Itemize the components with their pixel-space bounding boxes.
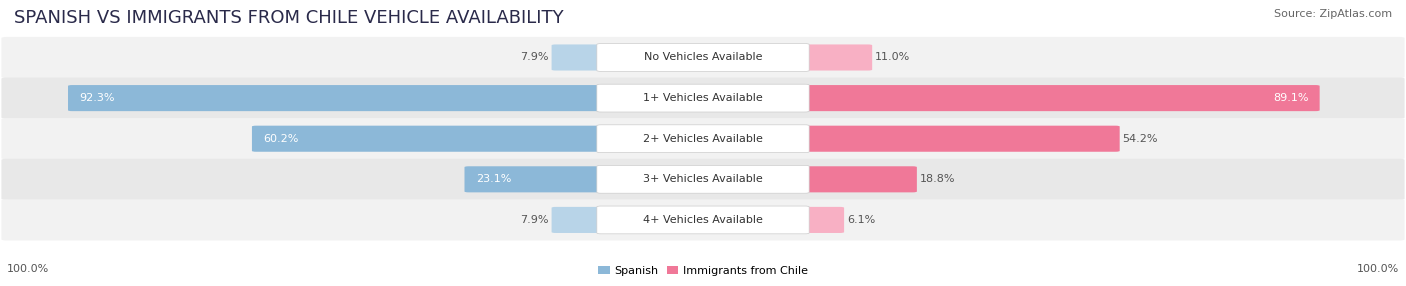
Text: 100.0%: 100.0% (1357, 264, 1399, 274)
Text: 60.2%: 60.2% (263, 134, 298, 144)
Text: 6.1%: 6.1% (846, 215, 875, 225)
FancyBboxPatch shape (1, 159, 1405, 200)
Text: 2+ Vehicles Available: 2+ Vehicles Available (643, 134, 763, 144)
Text: 11.0%: 11.0% (875, 53, 910, 62)
Text: 18.8%: 18.8% (920, 174, 955, 184)
FancyBboxPatch shape (67, 85, 606, 111)
Text: 3+ Vehicles Available: 3+ Vehicles Available (643, 174, 763, 184)
FancyBboxPatch shape (464, 166, 606, 192)
FancyBboxPatch shape (801, 44, 872, 71)
Text: Source: ZipAtlas.com: Source: ZipAtlas.com (1274, 9, 1392, 19)
Text: 23.1%: 23.1% (475, 174, 512, 184)
Text: 100.0%: 100.0% (7, 264, 49, 274)
Legend: Spanish, Immigrants from Chile: Spanish, Immigrants from Chile (593, 261, 813, 281)
Text: SPANISH VS IMMIGRANTS FROM CHILE VEHICLE AVAILABILITY: SPANISH VS IMMIGRANTS FROM CHILE VEHICLE… (14, 9, 564, 27)
FancyBboxPatch shape (596, 206, 810, 234)
Text: 54.2%: 54.2% (1122, 134, 1159, 144)
Text: 92.3%: 92.3% (79, 93, 115, 103)
FancyBboxPatch shape (1, 118, 1405, 159)
Text: 7.9%: 7.9% (520, 215, 548, 225)
FancyBboxPatch shape (596, 84, 810, 112)
FancyBboxPatch shape (801, 166, 917, 192)
FancyBboxPatch shape (252, 126, 606, 152)
FancyBboxPatch shape (596, 165, 810, 193)
FancyBboxPatch shape (596, 125, 810, 153)
Text: 4+ Vehicles Available: 4+ Vehicles Available (643, 215, 763, 225)
FancyBboxPatch shape (551, 207, 606, 233)
FancyBboxPatch shape (1, 199, 1405, 241)
FancyBboxPatch shape (596, 43, 810, 72)
FancyBboxPatch shape (801, 126, 1119, 152)
FancyBboxPatch shape (551, 44, 606, 71)
Text: No Vehicles Available: No Vehicles Available (644, 53, 762, 62)
Text: 89.1%: 89.1% (1272, 93, 1309, 103)
FancyBboxPatch shape (1, 37, 1405, 78)
FancyBboxPatch shape (801, 207, 844, 233)
FancyBboxPatch shape (801, 85, 1320, 111)
Text: 7.9%: 7.9% (520, 53, 548, 62)
FancyBboxPatch shape (1, 78, 1405, 119)
Text: 1+ Vehicles Available: 1+ Vehicles Available (643, 93, 763, 103)
